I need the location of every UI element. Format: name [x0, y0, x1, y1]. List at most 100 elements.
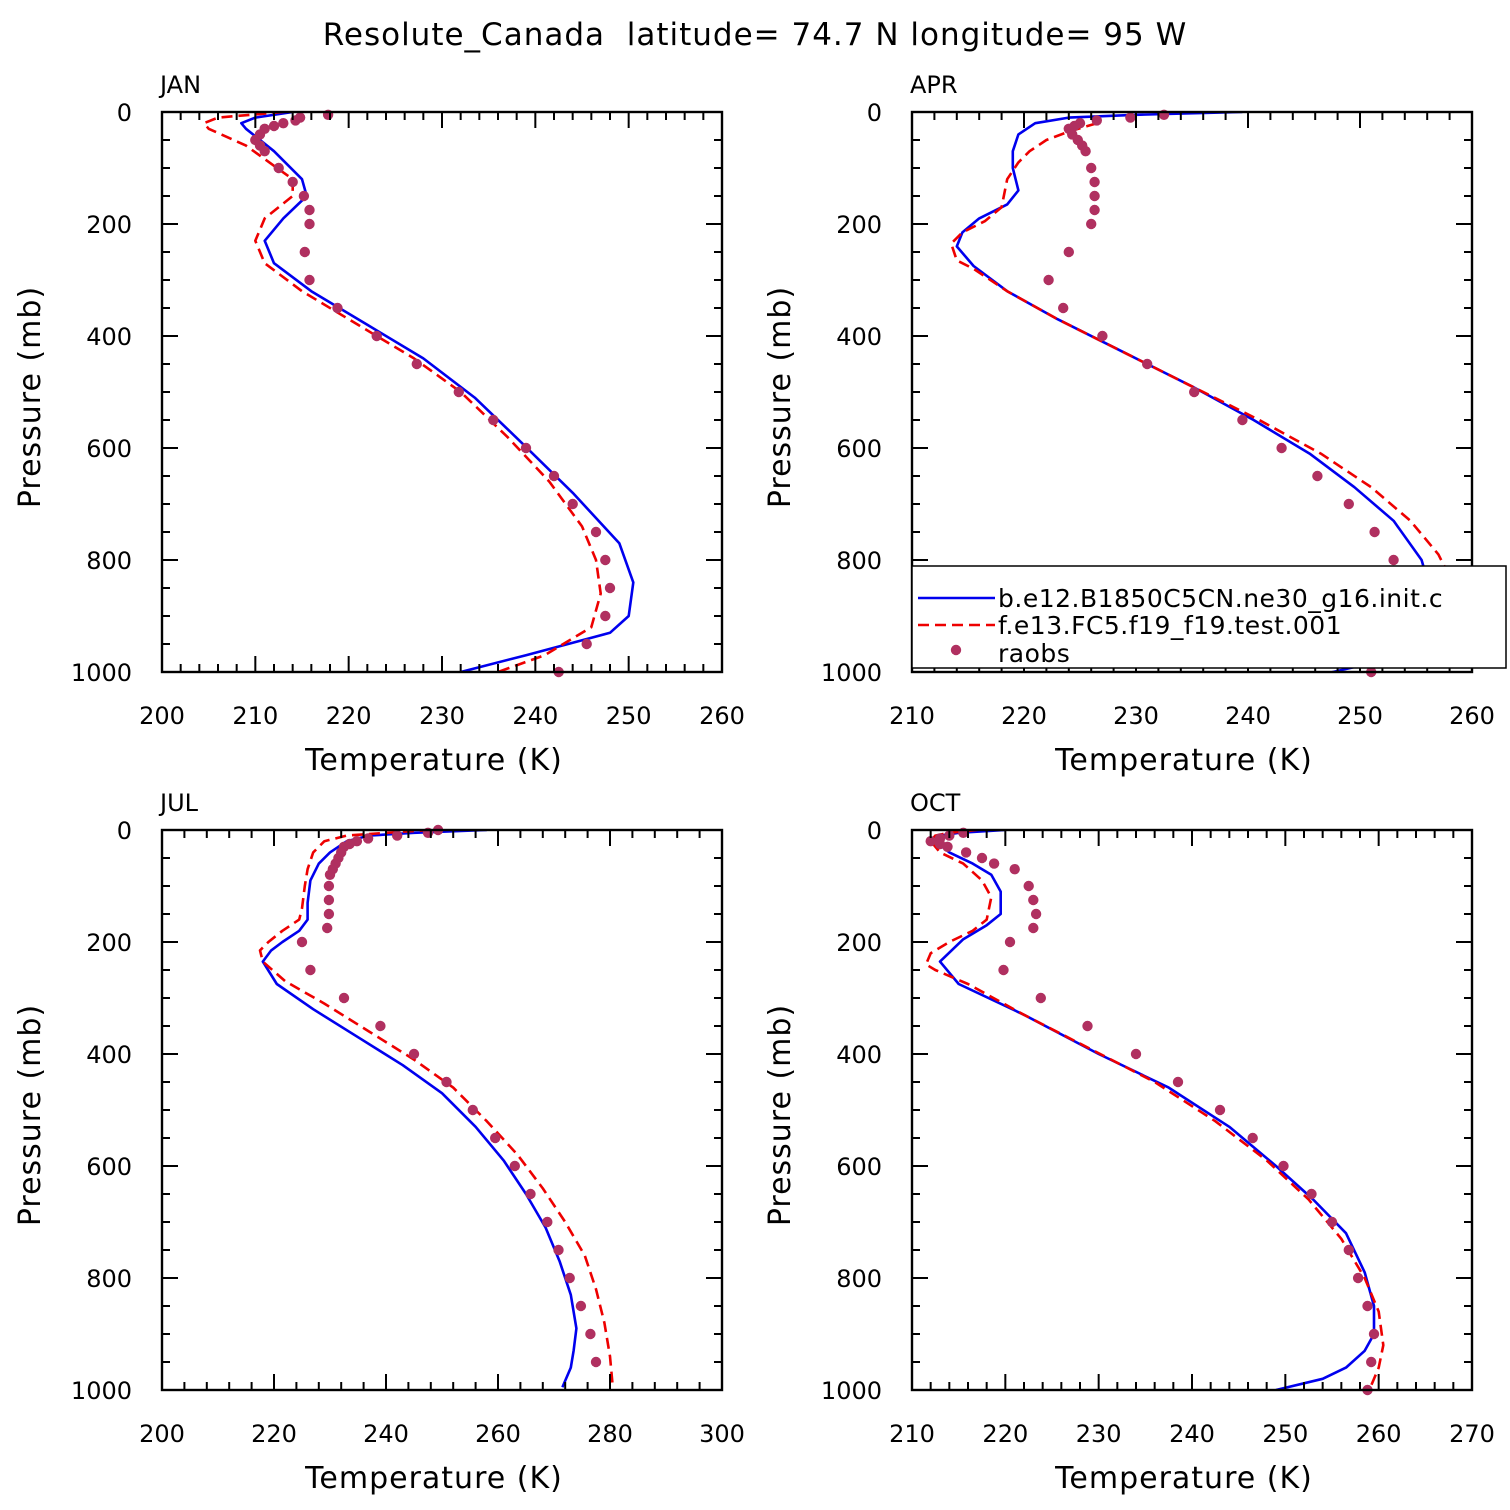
raobs-point	[1035, 992, 1047, 1004]
raobs-point	[1276, 442, 1287, 454]
raobs-point	[1326, 1216, 1338, 1228]
y-tick-label: 1000	[821, 1377, 882, 1405]
raobs-point	[925, 836, 936, 847]
x-tick-label: 230	[1113, 702, 1159, 730]
legend-label: f.e13.FC5.f19_f19.test.001	[998, 611, 1342, 640]
x-tick-label: 260	[475, 1420, 521, 1448]
raobs-point	[1343, 498, 1355, 510]
x-tick-label: 200	[139, 702, 185, 730]
x-tick-label: 260	[1356, 1420, 1402, 1448]
panel-jul: 200 220 240 260 280 300 0 200 400 600 800 1000 JUL Te…	[13, 789, 745, 1496]
raobs-point	[304, 204, 315, 216]
model-b-line	[261, 830, 578, 1388]
y-tick-label: 600	[836, 435, 882, 463]
y-tick-label: 1000	[71, 1377, 132, 1405]
raobs-point	[1080, 146, 1091, 157]
y-tick-label: 200	[86, 211, 132, 239]
raobs-point	[273, 162, 284, 174]
raobs-point	[988, 858, 1000, 869]
raobs-point	[305, 964, 316, 976]
raobs-point	[600, 554, 611, 566]
model-f-line	[924, 830, 1385, 1390]
x-tick-label: 240	[1225, 702, 1271, 730]
raobs-point	[1312, 470, 1323, 482]
y-tick-label: 600	[86, 1153, 132, 1181]
raobs-point	[581, 638, 592, 650]
raobs-point	[1097, 330, 1108, 342]
y-tick-label: 600	[836, 1153, 882, 1181]
y-tick-label: 0	[867, 99, 882, 127]
y-axis-title: Pressure (mb)	[763, 1004, 798, 1226]
y-axis-title: Pressure (mb)	[763, 286, 798, 508]
panel-title: JAN	[158, 71, 201, 99]
raobs-point	[998, 964, 1009, 976]
y-tick-label: 800	[836, 547, 882, 575]
raobs-point	[1388, 554, 1399, 566]
y-axis-title: Pressure (mb)	[13, 1004, 48, 1226]
raobs-point	[520, 442, 532, 454]
y-tick-label: 800	[86, 1265, 132, 1293]
x-tick-label: 230	[1076, 1420, 1122, 1448]
raobs-point	[1086, 218, 1097, 230]
x-tick-label: 210	[889, 702, 935, 730]
raobs-point	[299, 246, 310, 258]
x-tick-label: 220	[1001, 702, 1047, 730]
raobs-point	[1278, 1160, 1289, 1172]
raobs-point	[332, 302, 343, 314]
raobs-point	[278, 118, 289, 129]
raobs-point	[553, 1244, 564, 1256]
raobs-point	[1043, 274, 1054, 286]
raobs-point	[942, 841, 953, 852]
raobs-point	[1369, 526, 1380, 538]
raobs-point	[1028, 894, 1039, 906]
raobs-point	[411, 358, 422, 370]
raobs-point	[1009, 864, 1020, 875]
y-tick-label: 200	[86, 929, 132, 957]
raobs-point	[375, 1020, 386, 1032]
raobs-point	[490, 1132, 501, 1144]
legend-label: b.e12.B1850C5CN.ne30_g16.init.c	[998, 584, 1443, 613]
x-axis-title: Temperature (K)	[1054, 743, 1313, 778]
raobs-point	[564, 1272, 575, 1284]
figure-title: Resolute_Canada latitude= 74.7 N longitu…	[323, 17, 1188, 53]
y-tick-label: 600	[86, 435, 132, 463]
plot-frame	[910, 828, 1474, 1392]
raobs-point	[1089, 204, 1100, 216]
raobs-point	[441, 1076, 452, 1088]
x-tick-label: 240	[1169, 1420, 1215, 1448]
x-tick-label: 300	[699, 1420, 745, 1448]
raobs-point	[1089, 176, 1100, 188]
y-tick-label: 1000	[821, 659, 882, 687]
raobs-point	[304, 218, 315, 230]
raobs-markers	[1043, 109, 1411, 678]
raobs-point	[548, 470, 560, 482]
raobs-point	[567, 498, 578, 510]
raobs-point	[525, 1188, 536, 1200]
panel-title: APR	[910, 71, 958, 99]
y-tick-label: 200	[836, 929, 882, 957]
raobs-point	[287, 176, 298, 188]
x-tick-label: 280	[587, 1420, 633, 1448]
x-axis-title: Temperature (K)	[304, 1461, 563, 1496]
raobs-point	[467, 1104, 478, 1116]
legend-marker	[950, 644, 962, 656]
raobs-point	[1368, 1328, 1380, 1340]
panel-title: OCT	[910, 789, 961, 817]
y-tick-label: 1000	[71, 659, 132, 687]
raobs-point	[1089, 190, 1100, 202]
raobs-point	[323, 894, 335, 906]
raobs-point	[542, 1216, 553, 1228]
raobs-point	[408, 1048, 420, 1060]
model-b-line	[933, 830, 1376, 1390]
raobs-point	[590, 526, 602, 538]
y-tick-label: 200	[836, 211, 882, 239]
x-tick-label: 260	[1449, 702, 1495, 730]
x-tick-label: 210	[232, 702, 278, 730]
raobs-point	[1130, 1048, 1142, 1060]
y-tick-label: 400	[86, 323, 132, 351]
raobs-point	[392, 830, 403, 841]
y-axis-title: Pressure (mb)	[13, 286, 48, 508]
raobs-point	[1362, 1300, 1373, 1312]
raobs-point	[575, 1300, 587, 1312]
